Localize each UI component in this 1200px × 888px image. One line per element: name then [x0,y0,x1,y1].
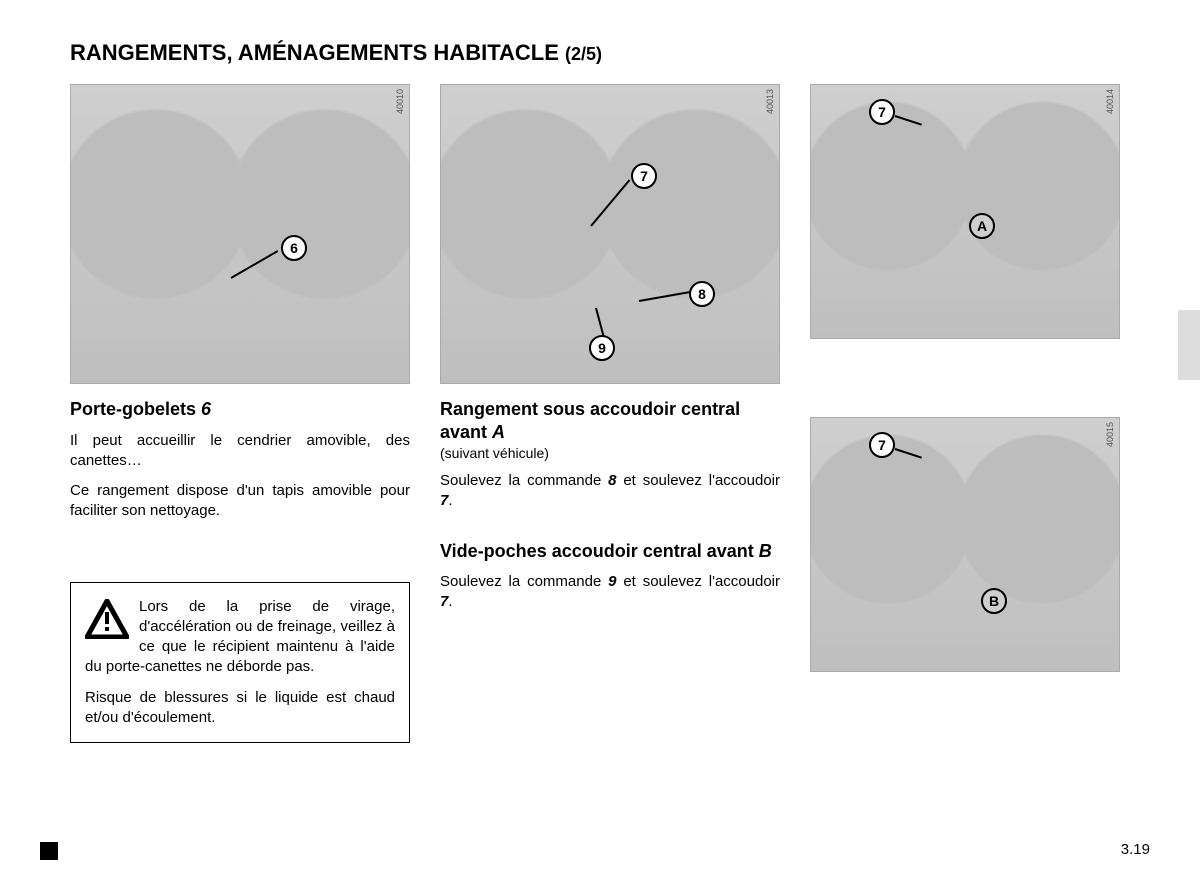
warning-p1: Lors de la prise de virage, d'accélérati… [85,597,395,678]
callout-7: 7 [869,432,895,458]
callout-b: B [981,588,1007,614]
heading-text: Rangement sous accoudoir central avant [440,399,740,442]
cupholder-p1: Il peut accueillir le cendrier amovible,… [70,431,410,472]
warning-box: Lors de la prise de virage, d'accélérati… [70,582,410,744]
txt: et soulevez l'accoudoir [616,472,780,489]
heading-ref: A [492,422,505,442]
content-columns: 40010 6 Porte-gobelets 6 Il peut accueil… [70,84,1150,743]
section-tab [1178,310,1200,380]
page-number: 3.19 [1121,841,1150,858]
heading-text: Porte-gobelets [70,399,201,419]
page-title: RANGEMENTS, AMÉNAGEMENTS HABITACLE (2/5) [70,40,1150,66]
txt: Soulevez la commande [440,472,608,489]
figure-armrest-controls: 40013 7 8 9 [440,84,780,384]
txt: . [448,492,452,509]
figure-id: 40015 [1105,422,1115,447]
depends-on-vehicle: (suivant véhicule) [440,445,780,461]
heading-armrest-storage: Rangement sous accoudoir central avant A [440,398,780,443]
column-left: 40010 6 Porte-gobelets 6 Il peut accueil… [70,84,410,743]
spacer [810,339,1120,417]
heading-text: Vide-poches accoudoir central avant [440,541,759,561]
heading-ref: 6 [201,399,211,419]
title-sub: (2/5) [565,44,602,64]
txt: . [448,593,452,610]
callout-7: 7 [869,99,895,125]
figure-filler [811,85,1119,338]
heading-armrest-pocket: Vide-poches accoudoir central avant B [440,540,780,563]
armrest-pocket-p: Soulevez la commande 9 et soulevez l'acc… [440,572,780,613]
title-main: RANGEMENTS, AMÉNAGEMENTS HABITACLE [70,40,565,65]
warning-p2: Risque de blessures si le liquide est ch… [85,688,395,729]
figure-storage-b: 40015 7 B [810,417,1120,672]
figure-filler [71,85,409,383]
warning-icon [85,599,129,639]
armrest-storage-p: Soulevez la commande 8 et soulevez l'acc… [440,471,780,512]
figure-id: 40010 [395,89,405,114]
callout-7: 7 [631,163,657,189]
figure-cupholder: 40010 6 [70,84,410,384]
page-mark [40,842,58,860]
heading-ref: B [759,541,772,561]
callout-9: 9 [589,335,615,361]
callout-8: 8 [689,281,715,307]
figure-id: 40014 [1105,89,1115,114]
figure-storage-a: 40014 7 A [810,84,1120,339]
callout-6: 6 [281,235,307,261]
figure-id: 40013 [765,89,775,114]
heading-cupholder: Porte-gobelets 6 [70,398,410,421]
txt: et soulevez l'accoudoir [616,573,780,590]
figure-filler [811,418,1119,671]
callout-a: A [969,213,995,239]
column-middle: 40013 7 8 9 Rangement sous accoudoir cen… [440,84,780,743]
txt: Soulevez la commande [440,573,608,590]
column-right: 40014 7 A 40015 7 B [810,84,1120,743]
cupholder-p2: Ce rangement dispose d'un tapis amovible… [70,481,410,522]
